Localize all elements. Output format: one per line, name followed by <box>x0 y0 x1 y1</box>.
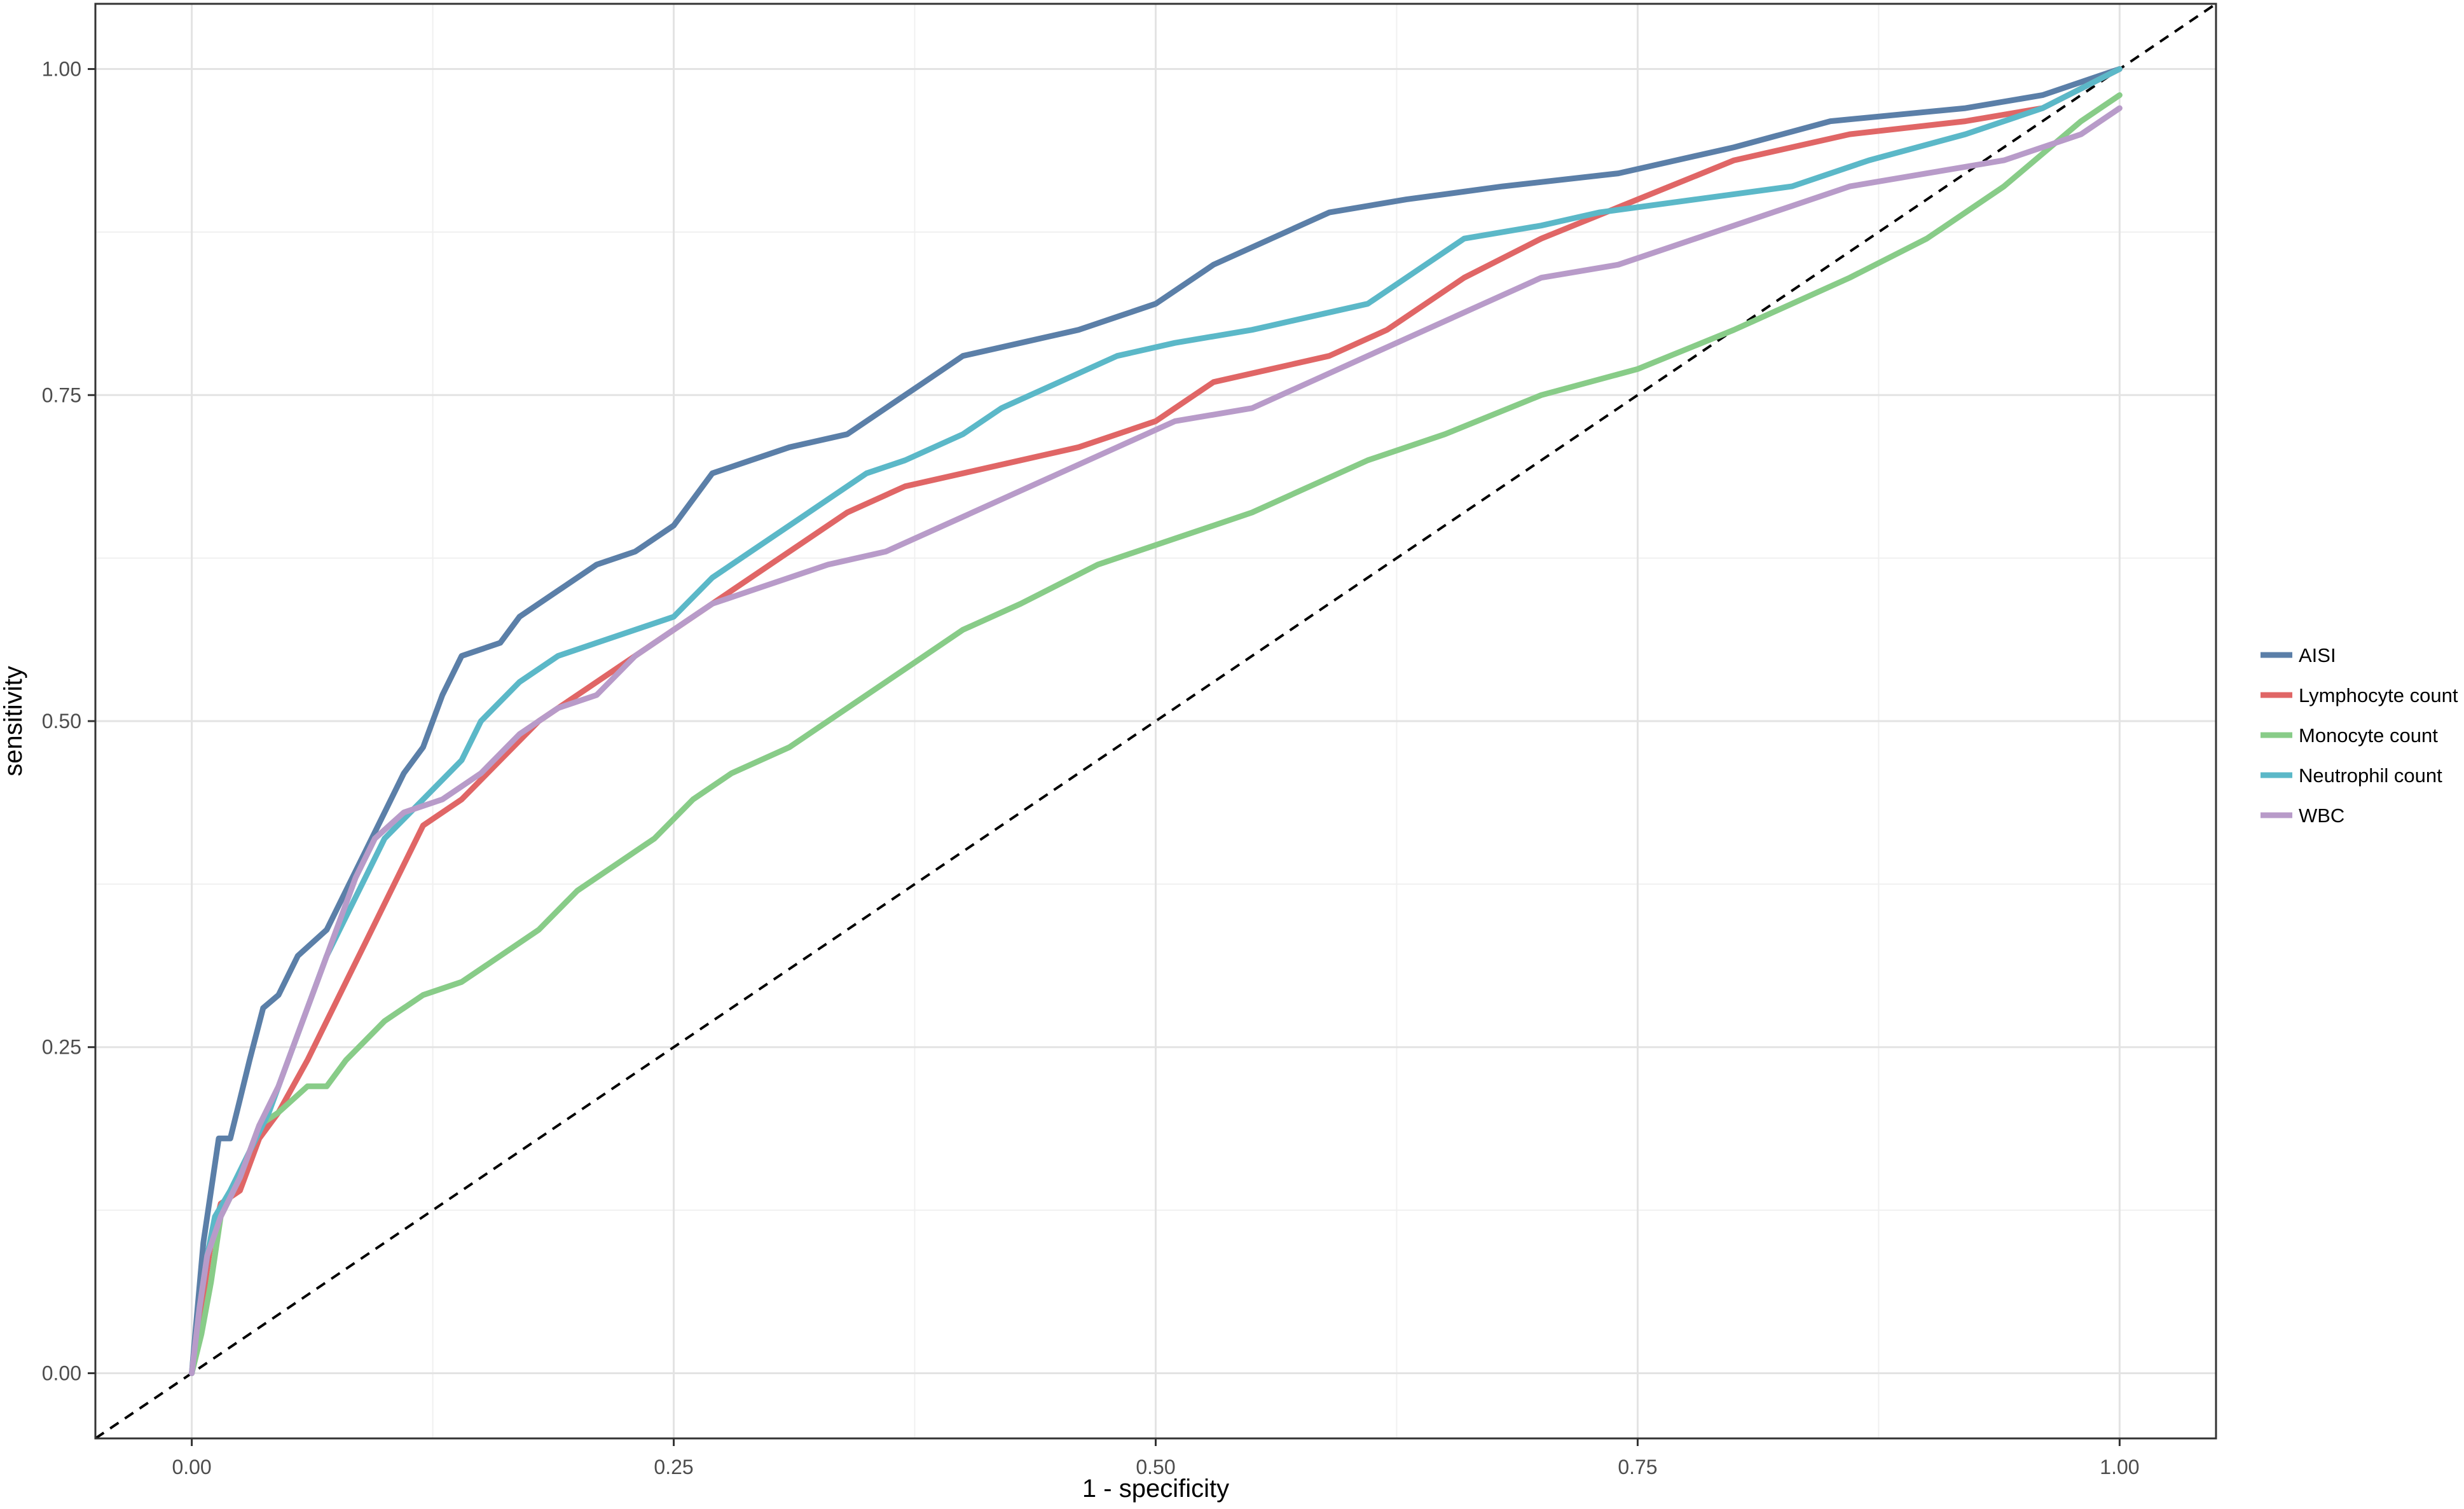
y-tick-label: 0.25 <box>42 1036 81 1059</box>
y-tick-label: 0.75 <box>42 383 81 406</box>
y-tick-label: 1.00 <box>42 58 81 81</box>
legend-label-aisi: AISI <box>2299 644 2336 666</box>
legend-label-monocyte-count: Monocyte count <box>2299 724 2438 747</box>
legend: AISI Lymphocyte count Monocyte count Neutro… <box>2261 644 2458 827</box>
x-tick-label: 0.75 <box>1618 1456 1657 1478</box>
grid <box>95 4 2216 1438</box>
series-line-aisi <box>189 66 2123 1376</box>
x-tick-label: 0.25 <box>654 1456 693 1478</box>
x-tick-label: 1.00 <box>2100 1456 2139 1478</box>
legend-label-wbc: WBC <box>2299 804 2344 827</box>
legend-label-neutrophil-count: Neutrophil count <box>2299 764 2442 787</box>
x-axis-title: 1 - specificity <box>1082 1475 1229 1503</box>
y-tick-label: 0.50 <box>42 710 81 733</box>
series-line-monocyte-count <box>189 92 2123 1376</box>
series-line-wbc <box>189 105 2123 1376</box>
y-axis-title: sensitivity <box>0 666 27 776</box>
x-tick-label: 0.00 <box>172 1456 211 1478</box>
legend-label-lymphocyte-count: Lymphocyte count <box>2299 684 2458 706</box>
y-tick-label: 0.00 <box>42 1361 81 1384</box>
x-tick-label: 0.50 <box>1136 1456 1175 1478</box>
axes: 0.00 0.25 0.50 0.75 1.00 0.00 0.25 0.50 0.75 1.00 <box>42 58 2140 1478</box>
series-group <box>189 66 2123 1376</box>
